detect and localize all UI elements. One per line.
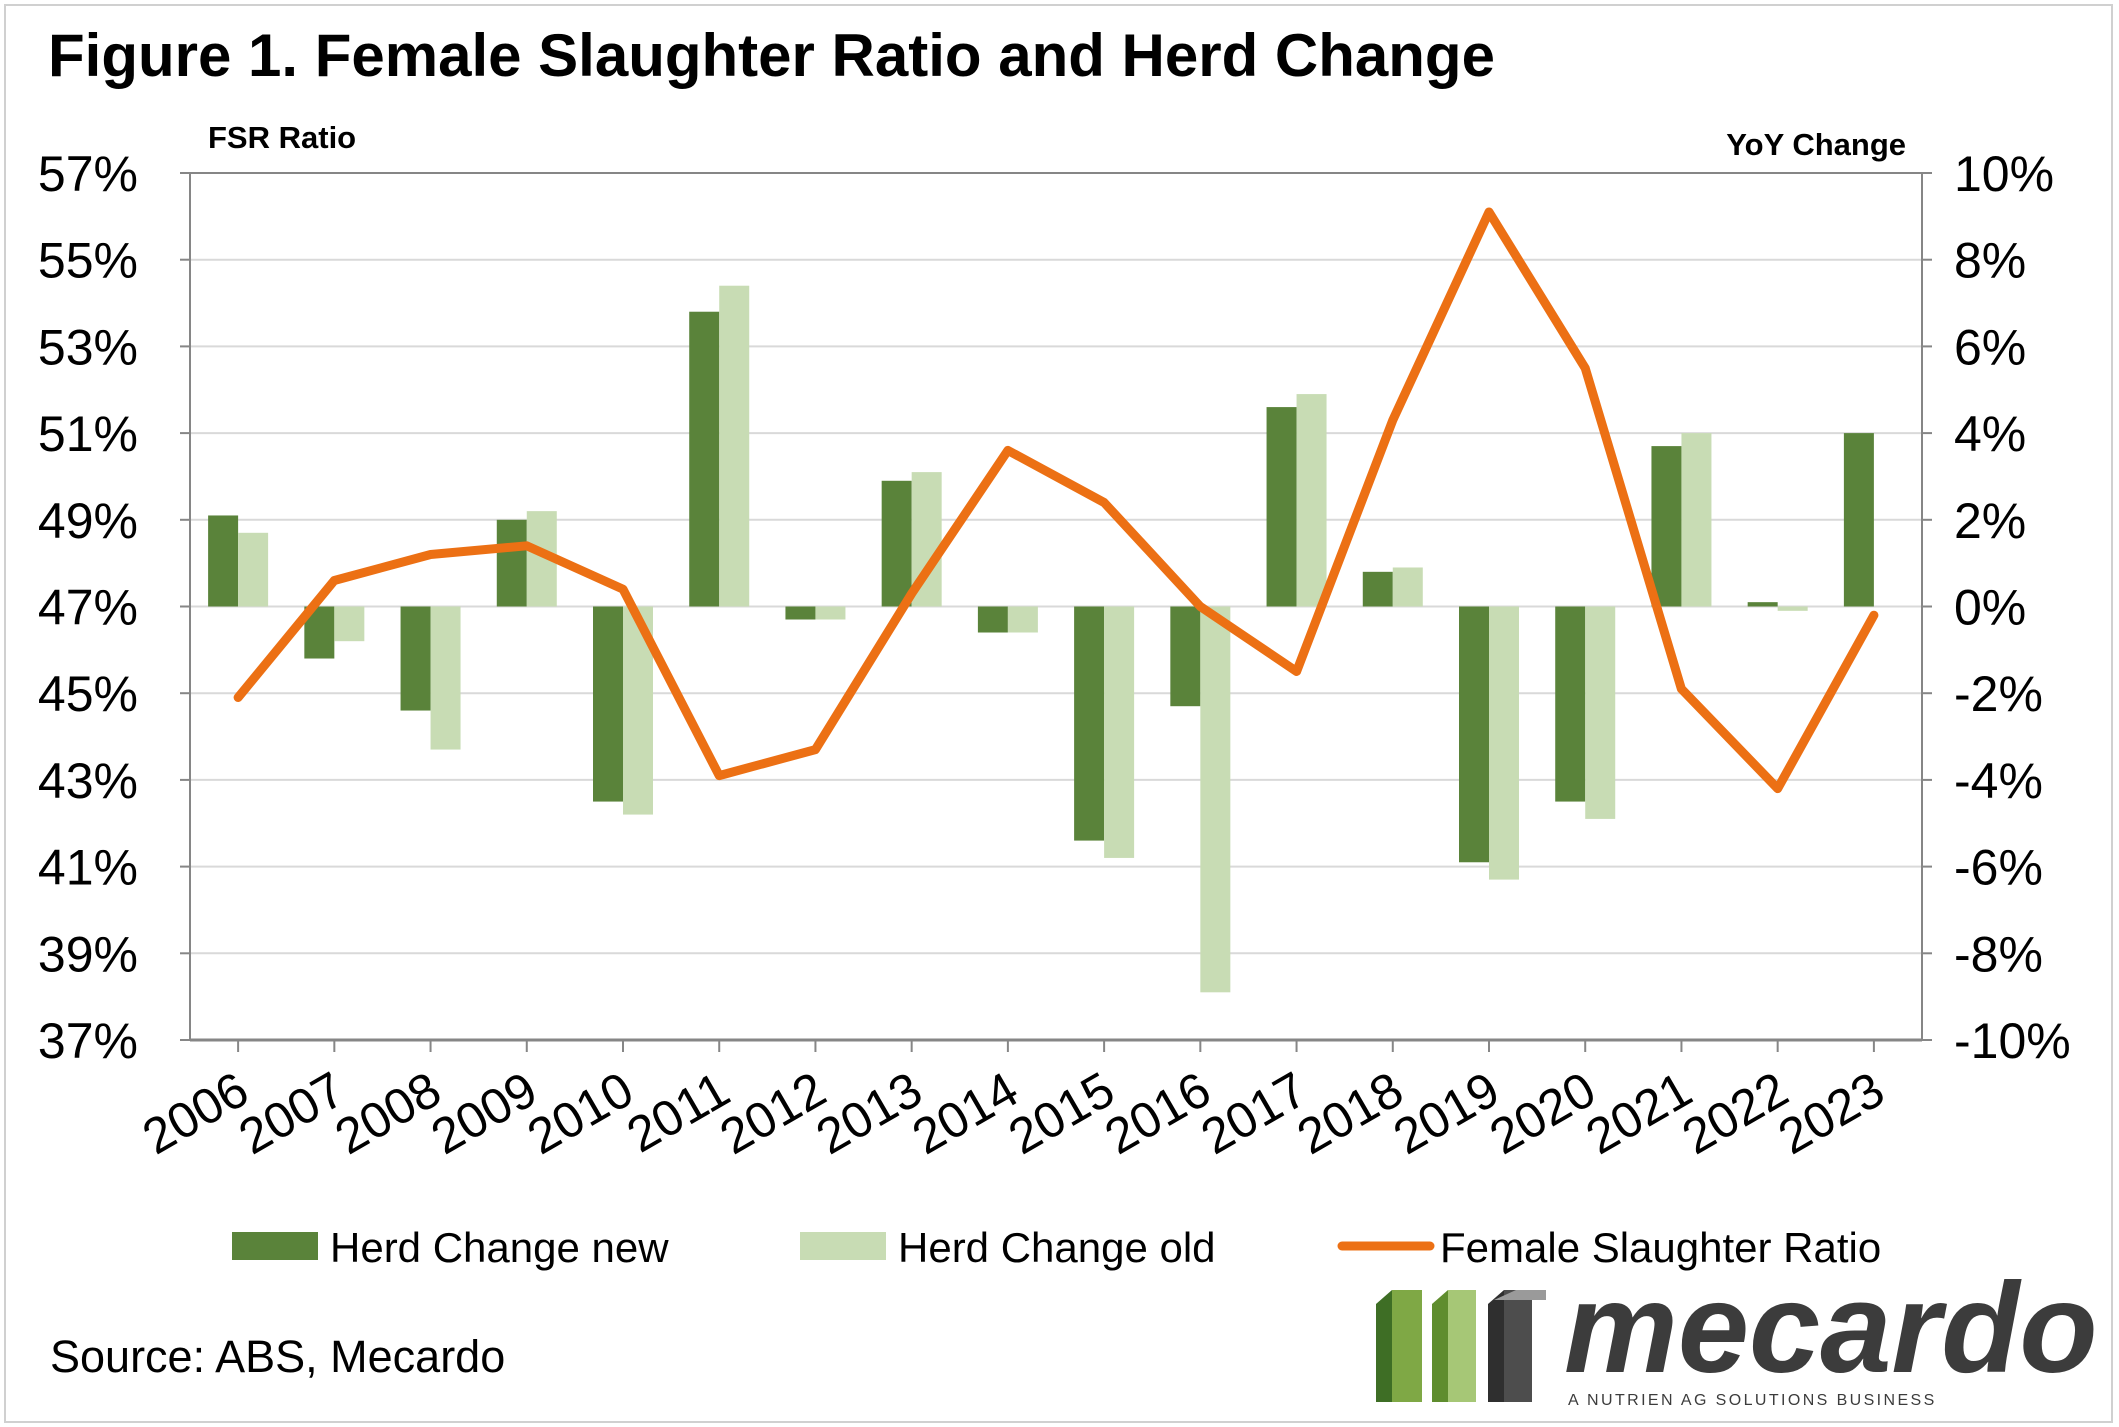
- left-tick-label: 53%: [38, 319, 138, 375]
- right-tick-label: -4%: [1954, 753, 2043, 809]
- legend-label-herd-old: Herd Change old: [898, 1224, 1216, 1271]
- bar-herd-new-2009: [496, 519, 527, 607]
- bar-herd-new-2019: [1459, 606, 1489, 863]
- left-tick-label: 55%: [38, 233, 138, 289]
- bar-herd-new-2023: [1843, 433, 1874, 607]
- source-note: Source: ABS, Mecardo: [50, 1331, 505, 1382]
- left-tick-label: 43%: [38, 753, 138, 809]
- right-tick-label: 6%: [1954, 319, 2026, 375]
- legend-label-fsr: Female Slaughter Ratio: [1440, 1224, 1881, 1271]
- legend-swatch-herd-new: [232, 1232, 318, 1260]
- bar-herd-old-2022: [1777, 606, 1808, 611]
- left-tick-label: 47%: [38, 580, 138, 636]
- bar-herd-new-2020: [1555, 606, 1586, 802]
- right-tick-label: -2%: [1954, 666, 2043, 722]
- legend: Herd Change new Herd Change old Female S…: [232, 1224, 1881, 1271]
- bar-herd-old-2008: [430, 606, 461, 750]
- bar-herd-old-2021: [1681, 433, 1712, 607]
- right-axis-ticks: -10% -8% -6% -4% -2% 0% 2% 4% 6% 8% 10%: [1954, 146, 2071, 1069]
- bar-herd-old-2020: [1585, 606, 1616, 819]
- axes: [180, 172, 1932, 1052]
- fsr-line-group: [233, 207, 1879, 794]
- bar-herd-new-2006: [208, 515, 239, 607]
- bar-herd-new-2008: [400, 606, 431, 711]
- logo-tagline: A NUTRIEN AG SOLUTIONS BUSINESS: [1568, 1392, 1937, 1409]
- logo-bar-4: [1448, 1290, 1476, 1402]
- left-axis-ticks: 37% 39% 41% 43% 45% 47% 49% 51% 53% 55% 57%: [38, 146, 138, 1069]
- bar-herd-old-2011: [719, 285, 750, 607]
- legend-label-herd-new: Herd Change new: [330, 1224, 669, 1271]
- left-axis-title: FSR Ratio: [208, 120, 356, 155]
- logo-bar-1: [1376, 1290, 1392, 1402]
- logo-wordmark: mecardo: [1564, 1257, 2098, 1400]
- right-tick-label: 0%: [1954, 580, 2026, 636]
- chart-frame: [4, 4, 2113, 1423]
- mecardo-logo: mecardo A NUTRIEN AG SOLUTIONS BUSINESS: [1376, 1257, 2098, 1409]
- bar-herd-new-2017: [1266, 407, 1297, 607]
- bar-herd-new-2018: [1362, 571, 1393, 607]
- bar-herd-new-2014: [977, 606, 1008, 633]
- left-tick-label: 57%: [38, 146, 138, 202]
- fsr-line: [233, 207, 1879, 794]
- bar-herd-old-2018: [1392, 567, 1423, 607]
- logo-bar-cap: [1494, 1290, 1546, 1300]
- bar-herd-old-2014: [1007, 606, 1038, 633]
- right-tick-label: 8%: [1954, 233, 2026, 289]
- right-tick-label: -6%: [1954, 840, 2043, 896]
- bar-herd-old-2015: [1104, 606, 1135, 858]
- legend-swatch-herd-old: [800, 1232, 886, 1260]
- bar-herd-new-2013: [881, 480, 912, 607]
- chart-title: Figure 1. Female Slaughter Ratio and Her…: [48, 22, 1495, 89]
- left-tick-label: 45%: [38, 666, 138, 722]
- bar-herd-old-2019: [1489, 606, 1519, 880]
- right-tick-label: 4%: [1954, 406, 2026, 462]
- right-tick-label: 2%: [1954, 493, 2026, 549]
- bar-herd-old-2007: [334, 606, 365, 642]
- bar-herd-old-2012: [815, 606, 846, 620]
- bar-herd-new-2011: [689, 311, 720, 607]
- left-tick-label: 37%: [38, 1013, 138, 1069]
- bar-herd-new-2016: [1170, 606, 1201, 707]
- bar-herd-new-2010: [593, 606, 623, 802]
- left-tick-label: 51%: [38, 406, 138, 462]
- right-tick-label: 10%: [1954, 146, 2054, 202]
- left-tick-label: 49%: [38, 493, 138, 549]
- bar-herd-new-2015: [1074, 606, 1105, 841]
- bar-herd-new-2012: [785, 606, 816, 620]
- right-tick-label: -10%: [1954, 1013, 2071, 1069]
- bar-herd-old-2006: [238, 532, 269, 607]
- logo-bar-3: [1432, 1290, 1448, 1402]
- x-tick-label-2023: 2023: [1769, 1061, 1893, 1165]
- bars: [208, 285, 1874, 993]
- left-tick-label: 41%: [38, 840, 138, 896]
- left-tick-label: 39%: [38, 926, 138, 982]
- bar-herd-new-2021: [1651, 446, 1682, 607]
- x-axis-ticks: 2006200720082009201020112012201320142015…: [133, 1061, 1893, 1165]
- logo-bar-6: [1504, 1290, 1532, 1402]
- bar-herd-new-2022: [1747, 602, 1778, 607]
- right-tick-label: -8%: [1954, 926, 2043, 982]
- logo-bar-2: [1392, 1290, 1422, 1402]
- bar-herd-old-2016: [1200, 606, 1231, 993]
- logo-bar-5: [1488, 1290, 1504, 1402]
- right-axis-title: YoY Change: [1726, 127, 1906, 162]
- bar-herd-old-2017: [1296, 394, 1327, 607]
